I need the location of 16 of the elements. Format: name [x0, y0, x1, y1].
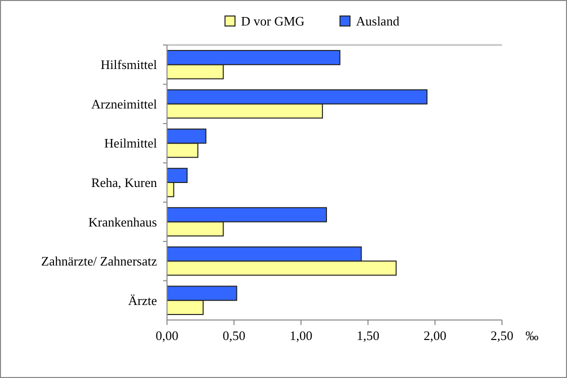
x-tick-label: 1,00: [290, 328, 312, 343]
y-tick-label: Arzneimittel: [91, 96, 158, 112]
x-tick-label: 0,00: [156, 328, 178, 343]
y-tick-label: Krankenhaus: [88, 214, 157, 230]
y-tick-label: Reha, Kuren: [91, 175, 158, 190]
x-tick-label: 0,50: [222, 328, 246, 343]
y-tick-label: Heilmittel: [104, 136, 158, 151]
x-axis-title: ‰: [526, 328, 538, 343]
x-tick-label: 1,50: [356, 328, 380, 343]
x-tick-label: 2,50: [490, 328, 514, 343]
y-tick-label: Zahnärzte/ Zahnersatz: [41, 254, 158, 269]
legend-label: D vor GMG: [241, 14, 305, 28]
x-tick-label: 2,00: [424, 328, 446, 343]
y-tick-label: Hilfsmittel: [100, 57, 158, 72]
y-tick-label: Ärzte: [128, 292, 158, 308]
legend-label: Ausland: [356, 14, 400, 28]
